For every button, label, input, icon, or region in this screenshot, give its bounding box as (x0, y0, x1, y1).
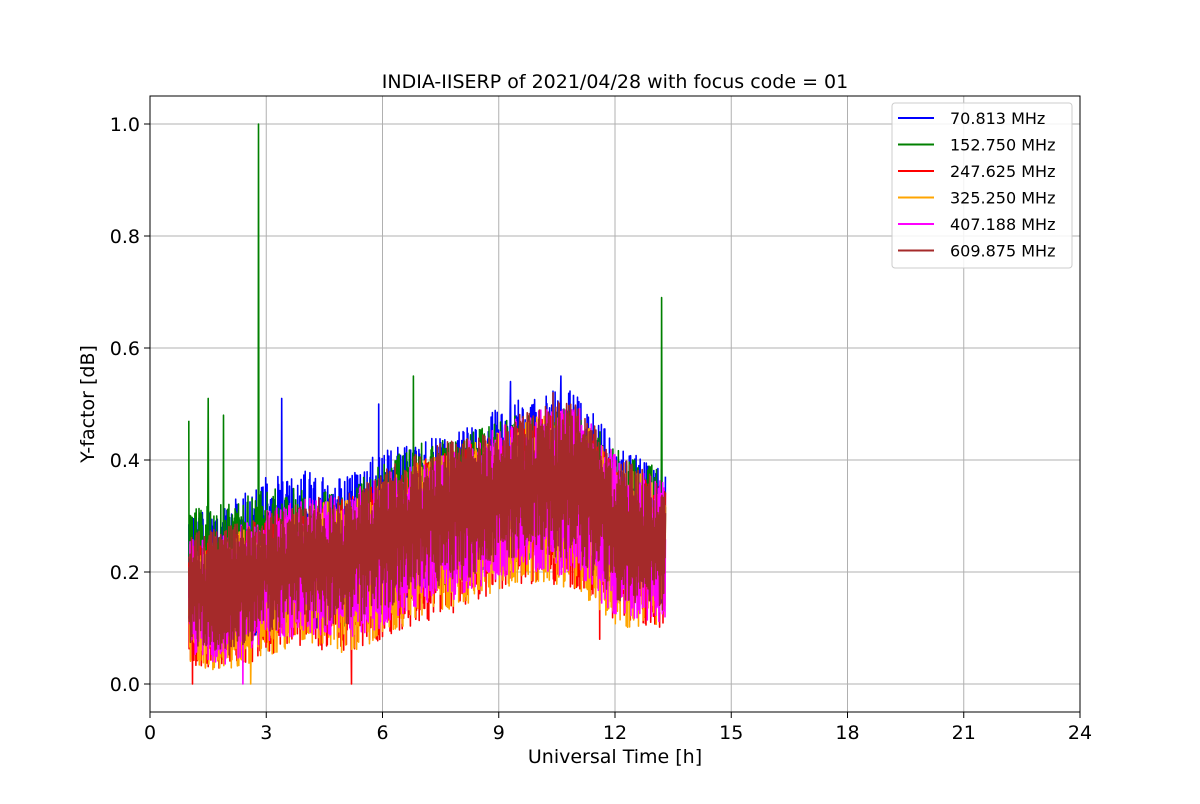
x-tick-label: 6 (376, 722, 388, 744)
legend-label: 152.750 MHz (950, 136, 1055, 155)
legend-label: 247.625 MHz (950, 162, 1055, 181)
series-line (188, 392, 667, 656)
x-tick-label: 3 (260, 722, 272, 744)
legend: 70.813 MHz 152.750 MHz 247.625 MHz 325.250 … (891, 102, 1073, 269)
x-tick-label: 24 (1068, 722, 1092, 744)
y-axis-label: Y-factor [dB] (77, 345, 99, 464)
legend-label: 407.188 MHz (950, 215, 1055, 234)
y-tick-label: 0.0 (110, 674, 140, 696)
legend-label: 70.813 MHz (950, 109, 1045, 128)
y-tick-label: 0.8 (110, 226, 140, 248)
y-tick-label: 0.6 (110, 338, 140, 360)
y-tick-label: 0.2 (110, 562, 140, 584)
x-tick-label: 9 (493, 722, 505, 744)
legend-label: 609.875 MHz (950, 242, 1055, 261)
series-group (188, 123, 667, 685)
x-tick-label: 0 (144, 722, 156, 744)
y-tick-label: 0.4 (110, 450, 140, 472)
x-axis-label: Universal Time [h] (528, 746, 702, 768)
chart-title: INDIA-IISERP of 2021/04/28 with focus co… (382, 71, 848, 93)
x-tick-label: 18 (835, 722, 859, 744)
axis-ticks: 0 3 6 9 12 15 18 21 24 0.0 0.2 0.4 0.6 0.8 1.0 (110, 114, 1092, 744)
legend-box (891, 102, 1073, 269)
y-tick-label: 1.0 (110, 114, 140, 136)
x-tick-label: 15 (719, 722, 743, 744)
legend-label: 325.250 MHz (950, 189, 1055, 208)
x-tick-label: 21 (952, 722, 976, 744)
x-tick-label: 12 (603, 722, 627, 744)
